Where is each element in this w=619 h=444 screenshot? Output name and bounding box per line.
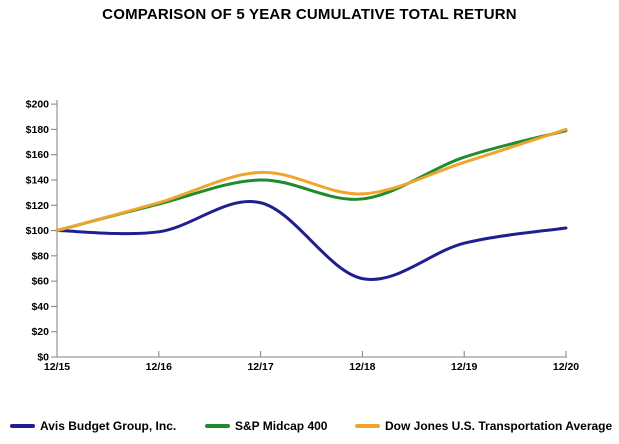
series-line-avis-budget-group-inc [55, 200, 568, 281]
x-tick-label: 12/19 [451, 361, 477, 373]
y-tick-label: $60 [31, 276, 49, 288]
x-tick-label: 12/18 [349, 361, 375, 373]
series-line-s-p-midcap-400 [55, 129, 568, 233]
y-tick-label: $180 [26, 124, 50, 136]
legend-item: Dow Jones U.S. Transportation Average [355, 419, 612, 433]
x-tick-label: 12/17 [247, 361, 273, 373]
legend-label: S&P Midcap 400 [235, 419, 328, 433]
legend-line-swatch [205, 424, 230, 428]
legend-item: Avis Budget Group, Inc. [10, 419, 176, 433]
legend-line-swatch [10, 424, 35, 428]
chart-title: COMPARISON OF 5 YEAR CUMULATIVE TOTAL RE… [102, 6, 517, 23]
y-tick-label: $20 [31, 326, 49, 338]
x-tick-label: 12/15 [44, 361, 70, 373]
x-tick-label: 12/20 [553, 361, 579, 373]
y-tick-label: $100 [26, 225, 50, 237]
series-line-dow-jones-u-s-transportation-average [55, 127, 568, 233]
legend-item: S&P Midcap 400 [205, 419, 327, 433]
y-tick-label: $80 [31, 250, 49, 262]
y-tick-label: $40 [31, 301, 49, 313]
y-tick-label: $120 [26, 200, 50, 212]
y-tick-label: $140 [26, 174, 50, 186]
y-tick-label: $200 [26, 99, 50, 111]
legend-label: Dow Jones U.S. Transportation Average [385, 419, 613, 433]
chart-legend: Avis Budget Group, Inc. S&P Midcap 400 Dow… [0, 419, 619, 441]
x-tick-label: 12/16 [146, 361, 172, 373]
y-tick-label: $0 [37, 352, 49, 364]
y-tick-label: $160 [26, 149, 50, 161]
legend-line-swatch [355, 424, 380, 428]
legend-label: Avis Budget Group, Inc. [40, 419, 177, 433]
